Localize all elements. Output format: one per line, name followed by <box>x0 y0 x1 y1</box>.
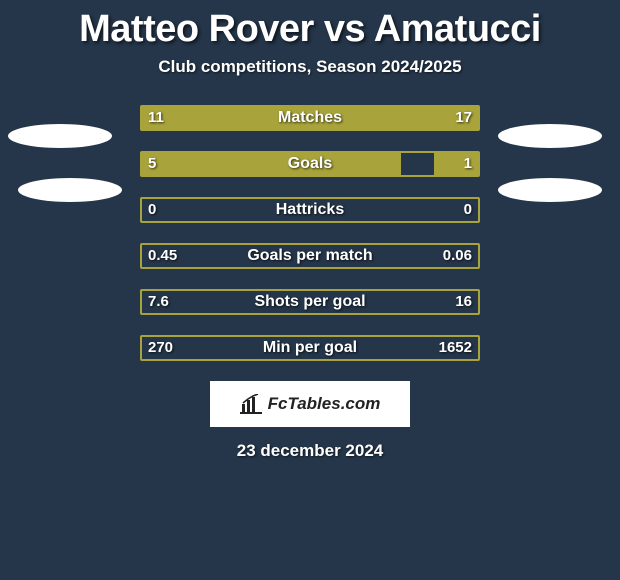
comparison-chart: Matches1117 Goals51 Hattricks00 Goals per m… <box>0 105 620 361</box>
bar-track <box>140 197 480 223</box>
logo-text: FcTables.com <box>268 394 381 414</box>
chart-icon <box>240 394 262 414</box>
subtitle: Club competitions, Season 2024/2025 <box>0 57 620 77</box>
bar-right <box>434 153 478 175</box>
bar-track <box>140 243 480 269</box>
bar-left <box>142 107 273 129</box>
bar-track <box>140 105 480 131</box>
page-title: Matteo Rover vs Amatucci <box>0 0 620 51</box>
bar-track <box>140 289 480 315</box>
bar-left <box>142 153 401 175</box>
bar-right <box>273 107 478 129</box>
stat-row: Min per goal2701652 <box>0 335 620 361</box>
date-label: 23 december 2024 <box>0 441 620 461</box>
stat-row: Shots per goal7.616 <box>0 289 620 315</box>
stat-row: Hattricks00 <box>0 197 620 223</box>
bar-track <box>140 335 480 361</box>
logo-box: FcTables.com <box>210 381 410 427</box>
stat-row: Goals51 <box>0 151 620 177</box>
stat-row: Matches1117 <box>0 105 620 131</box>
bar-track <box>140 151 480 177</box>
stat-row: Goals per match0.450.06 <box>0 243 620 269</box>
